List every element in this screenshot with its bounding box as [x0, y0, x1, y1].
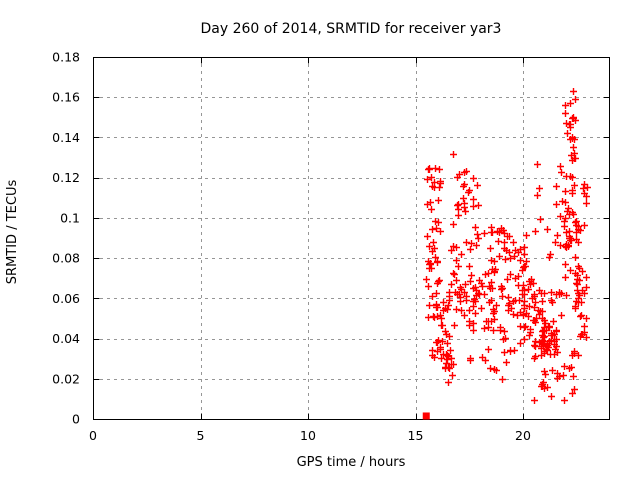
x-tick-label: 20	[515, 428, 531, 443]
plot-border	[93, 57, 610, 420]
chart-title: Day 260 of 2014, SRMTID for receiver yar…	[201, 21, 502, 37]
y-tick-label: 0.08	[52, 251, 80, 266]
x-axis-label: GPS time / hours	[297, 455, 406, 470]
x-tick-label: 15	[408, 428, 424, 443]
x-tick-label: 5	[197, 428, 205, 443]
square-marker	[422, 412, 430, 420]
data-points	[423, 88, 591, 404]
y-tick-label: 0.16	[52, 90, 80, 105]
y-tick-label: 0.04	[52, 331, 80, 346]
start-marker-square	[422, 412, 430, 420]
x-tick-label: 10	[300, 428, 316, 443]
y-tick-label: 0.18	[52, 50, 80, 65]
data-point-plus-markers	[423, 88, 591, 404]
y-tick-label: 0.14	[52, 130, 80, 145]
axis-ticks	[93, 57, 610, 420]
y-tick-label: 0	[72, 412, 80, 427]
grid-lines	[93, 57, 609, 419]
y-tick-label: 0.02	[52, 371, 80, 386]
y-axis-label: SRMTID / TECUs	[5, 180, 20, 285]
axis-tick-labels: 0 5 10 15 20 0 0.02 0.04 0.06 0.08 0.1 0.12 0.14 0.16…	[52, 50, 531, 444]
y-tick-label: 0.06	[52, 291, 80, 306]
x-tick-label: 0	[89, 428, 97, 443]
border-rect	[93, 57, 610, 420]
y-tick-label: 0.1	[60, 210, 80, 225]
y-tick-label: 0.12	[52, 170, 80, 185]
